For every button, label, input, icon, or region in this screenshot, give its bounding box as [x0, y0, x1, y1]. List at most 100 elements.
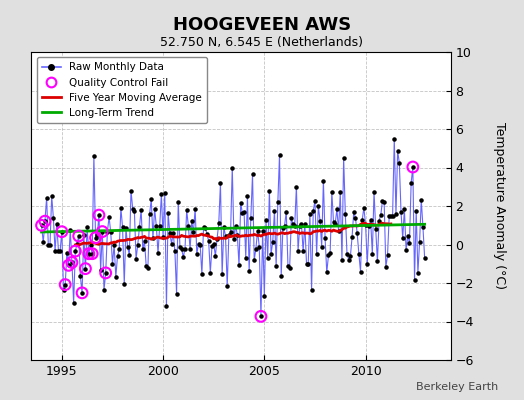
Point	[228, 164, 236, 171]
Point	[250, 257, 258, 263]
Point	[184, 223, 193, 229]
Point	[117, 205, 125, 212]
Point	[235, 262, 243, 268]
Point	[80, 232, 88, 238]
Point	[334, 228, 343, 234]
Point	[331, 221, 340, 227]
Legend: Raw Monthly Data, Quality Control Fail, Five Year Moving Average, Long-Term Tren: Raw Monthly Data, Quality Control Fail, …	[37, 57, 207, 123]
Point	[247, 214, 255, 221]
Point	[200, 224, 208, 230]
Y-axis label: Temperature Anomaly (°C): Temperature Anomaly (°C)	[493, 122, 506, 290]
Point	[248, 171, 257, 178]
Point	[255, 244, 264, 250]
Point	[395, 160, 403, 166]
Point	[78, 290, 86, 296]
Point	[290, 222, 299, 229]
Point	[115, 246, 123, 252]
Point	[328, 189, 336, 195]
Point	[220, 224, 228, 230]
Point	[324, 252, 333, 259]
Point	[240, 209, 248, 216]
Point	[409, 164, 417, 170]
Point	[304, 261, 312, 267]
Point	[344, 257, 353, 263]
Point	[363, 261, 372, 267]
Point	[37, 222, 46, 228]
Point	[198, 271, 206, 277]
Point	[280, 222, 289, 229]
Point	[128, 206, 137, 212]
Point	[37, 222, 46, 228]
Point	[39, 239, 48, 246]
Point	[292, 184, 301, 190]
Point	[211, 253, 220, 259]
Point	[257, 313, 265, 320]
Point	[106, 229, 115, 236]
Point	[98, 228, 106, 235]
Point	[297, 221, 305, 228]
Point	[74, 233, 83, 239]
Point	[122, 225, 130, 231]
Point	[216, 180, 225, 186]
Point	[368, 251, 377, 258]
Point	[400, 206, 409, 212]
Point	[390, 136, 398, 142]
Point	[417, 197, 425, 203]
Point	[243, 192, 252, 199]
Point	[125, 252, 134, 258]
Point	[302, 261, 311, 267]
Text: 52.750 N, 6.545 E (Netherlands): 52.750 N, 6.545 E (Netherlands)	[160, 36, 364, 49]
Point	[140, 238, 149, 244]
Point	[351, 215, 359, 221]
Point	[338, 256, 346, 263]
Point	[64, 262, 73, 268]
Point	[414, 270, 422, 276]
Point	[201, 224, 210, 231]
Point	[392, 211, 400, 218]
Point	[359, 204, 368, 211]
Point	[403, 233, 412, 239]
Point	[112, 274, 120, 280]
Point	[252, 246, 260, 252]
Point	[186, 246, 194, 252]
Point	[221, 233, 230, 239]
Point	[172, 290, 181, 297]
Point	[233, 232, 242, 238]
Point	[402, 247, 410, 254]
Point	[162, 303, 171, 309]
Point	[258, 228, 267, 234]
Point	[294, 248, 302, 254]
Point	[144, 265, 152, 272]
Point	[88, 250, 96, 257]
Point	[282, 208, 290, 215]
Point	[189, 229, 198, 236]
Point	[366, 217, 375, 223]
Point	[385, 213, 394, 219]
Point	[397, 209, 405, 215]
Point	[412, 208, 420, 214]
Point	[169, 230, 178, 236]
Point	[274, 199, 282, 206]
Point	[210, 240, 218, 247]
Point	[375, 218, 383, 224]
Point	[336, 189, 344, 195]
Point	[105, 214, 113, 220]
Point	[179, 254, 188, 260]
Point	[130, 208, 138, 214]
Point	[301, 221, 309, 227]
Point	[279, 224, 287, 231]
Point	[91, 234, 100, 241]
Point	[380, 198, 388, 205]
Point	[90, 152, 98, 159]
Point	[348, 234, 356, 240]
Point	[93, 232, 102, 238]
Point	[193, 250, 201, 257]
Point	[245, 268, 253, 274]
Point	[54, 248, 63, 254]
Point	[95, 212, 103, 218]
Point	[78, 290, 86, 296]
Point	[68, 259, 76, 266]
Point	[236, 200, 245, 206]
Point	[120, 281, 128, 287]
Point	[76, 273, 84, 279]
